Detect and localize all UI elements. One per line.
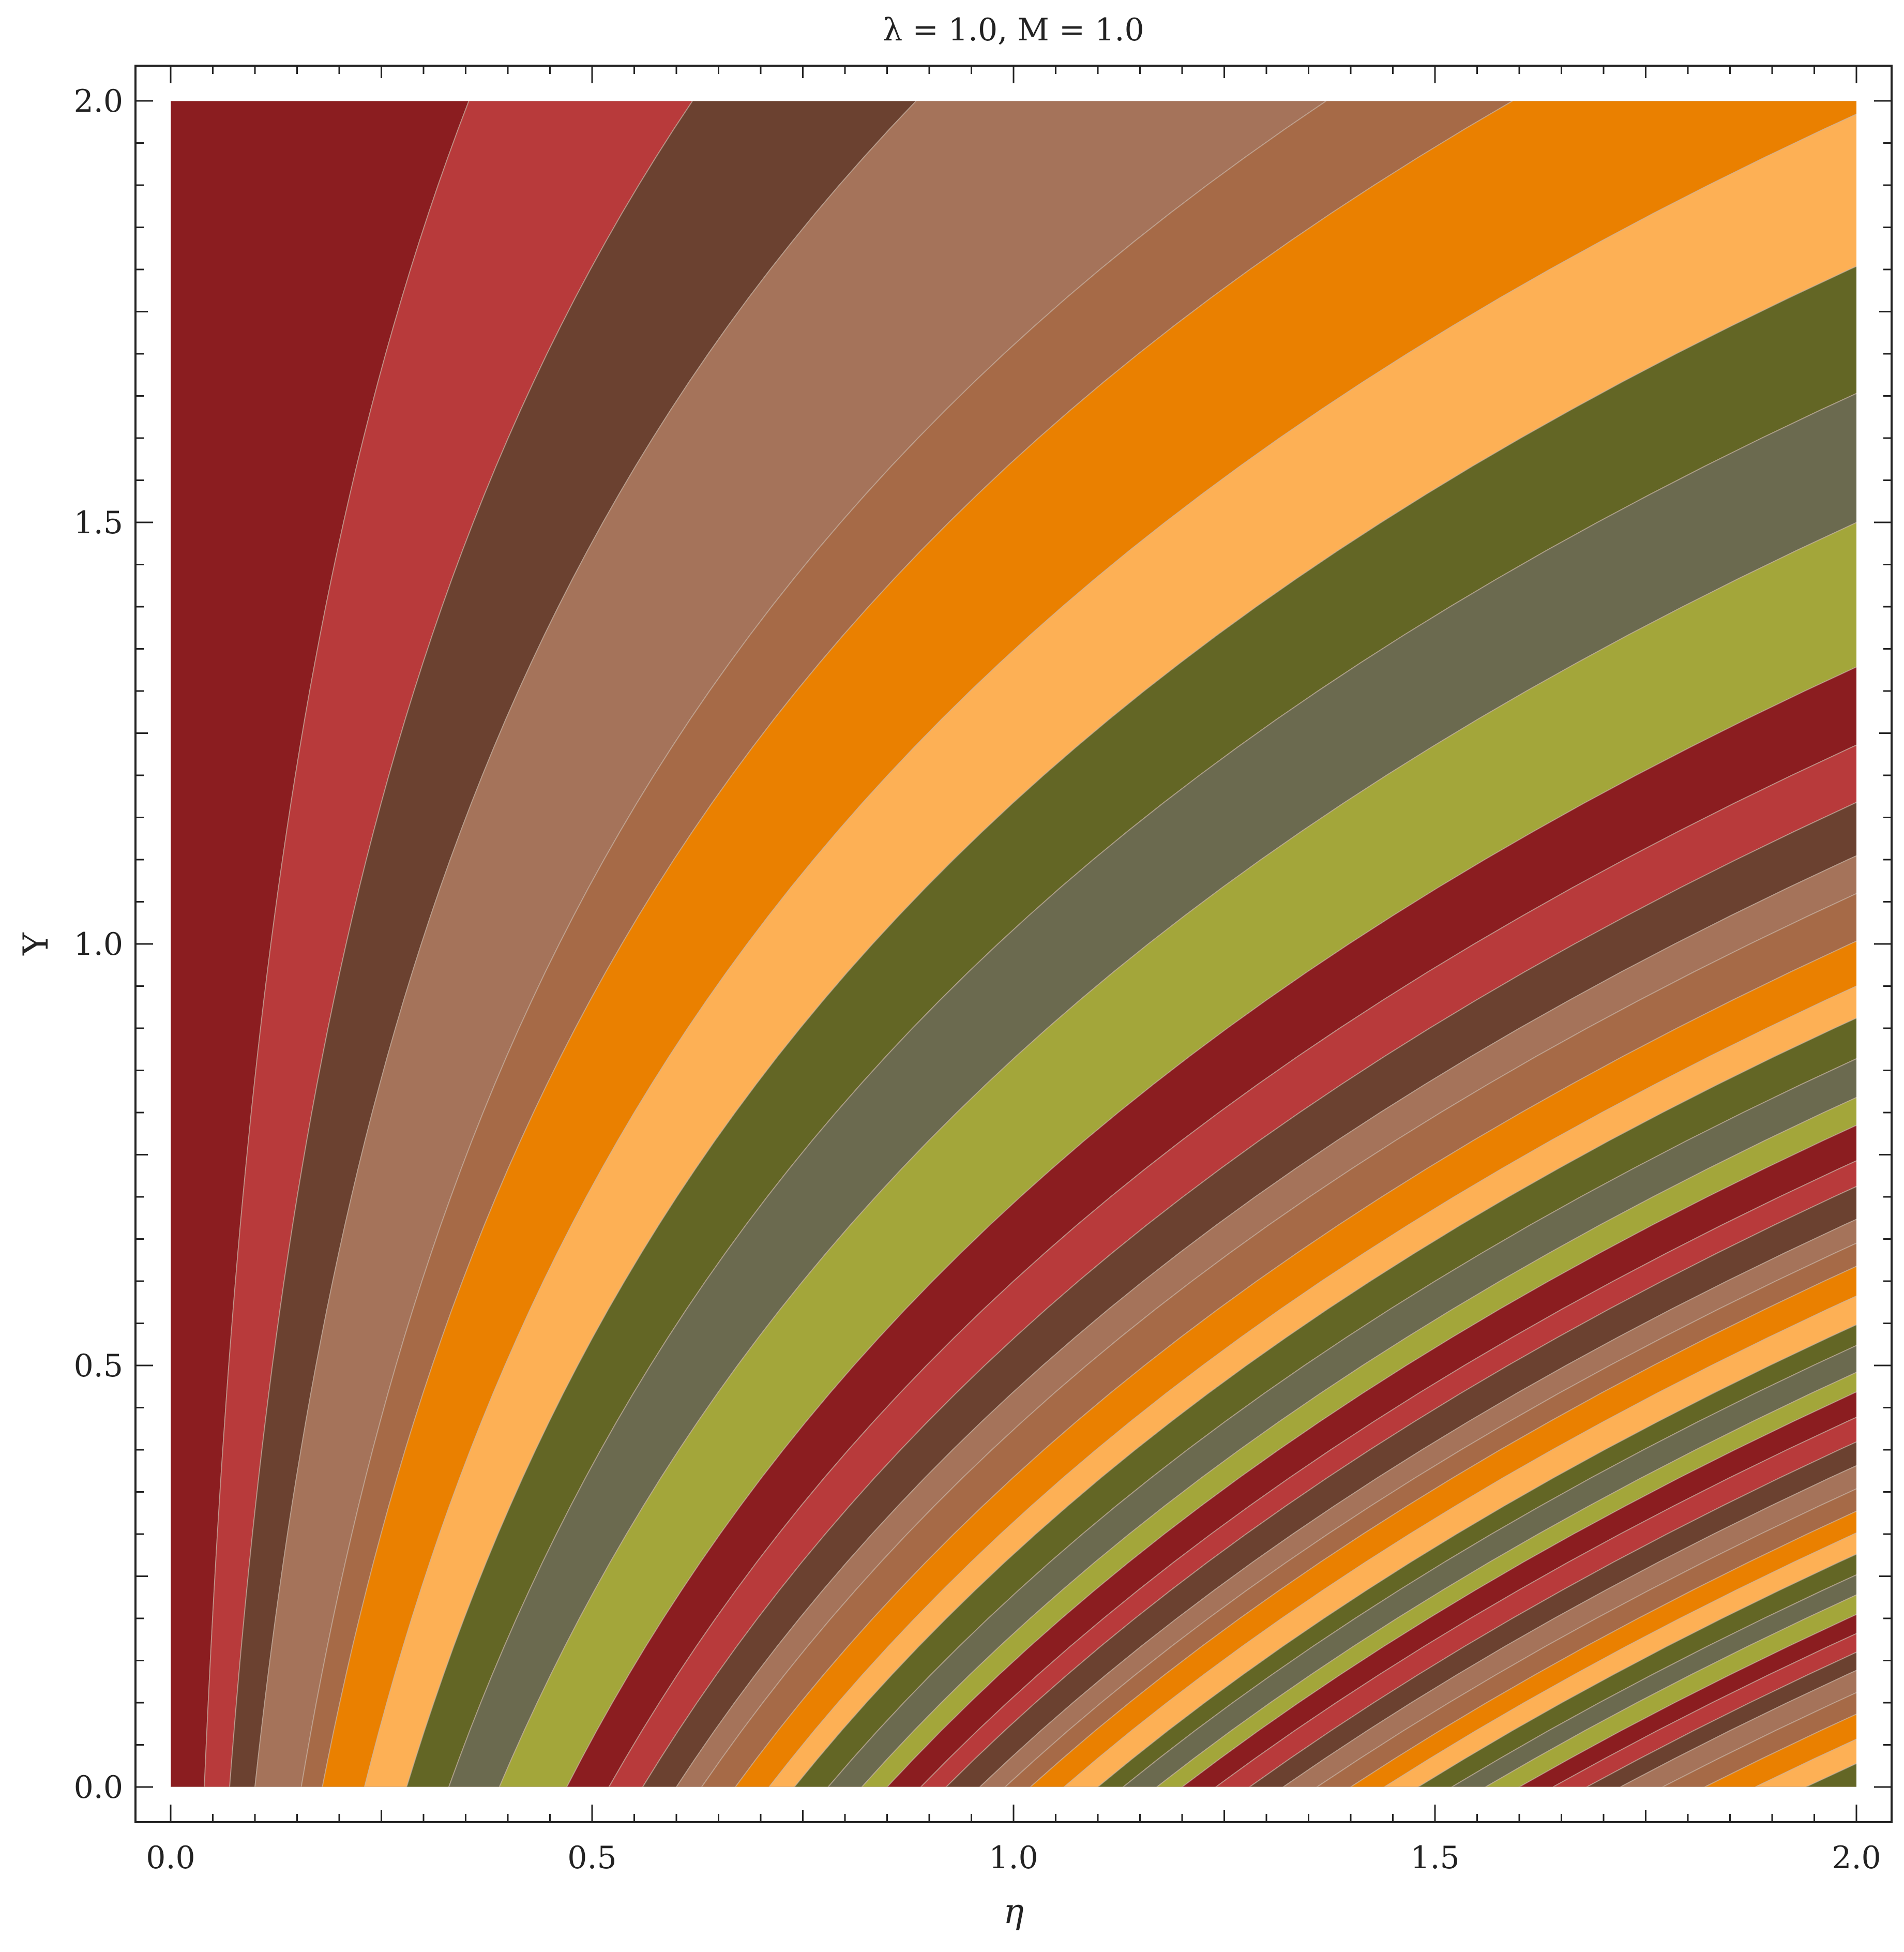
contour-band bbox=[1662, 1692, 1856, 1787]
y-tick-label: 1.5 bbox=[74, 505, 123, 541]
x-tick-label: 2.0 bbox=[1832, 1840, 1881, 1876]
contour-band bbox=[1383, 1532, 1856, 1787]
contour-band bbox=[1248, 1441, 1856, 1787]
x-tick-label: 1.5 bbox=[1410, 1840, 1459, 1876]
y-axis-label: Y bbox=[16, 932, 56, 956]
contour-band bbox=[1704, 1714, 1856, 1787]
contour-band bbox=[1518, 1614, 1856, 1787]
y-tick-label: 0.5 bbox=[74, 1348, 123, 1384]
y-tick-labels: 0.0 0.5 1.0 1.5 2.0 bbox=[74, 83, 123, 1806]
contour-band bbox=[1282, 1465, 1856, 1787]
contour-band bbox=[1350, 1510, 1856, 1787]
contour-band bbox=[1586, 1651, 1856, 1787]
contour-bands bbox=[171, 101, 1856, 1787]
x-axis-label: η bbox=[1003, 1891, 1024, 1931]
x-tick-label: 0.0 bbox=[146, 1840, 195, 1876]
axis-ticks bbox=[135, 66, 1892, 1822]
contour-band bbox=[1450, 1574, 1856, 1787]
contour-band bbox=[1620, 1670, 1856, 1787]
contour-band bbox=[1122, 1345, 1856, 1787]
contour-band bbox=[1484, 1594, 1856, 1787]
x-tick-label: 0.5 bbox=[567, 1840, 616, 1876]
x-tick-labels: 0.0 0.5 1.0 1.5 2.0 bbox=[146, 1840, 1881, 1876]
contour-band bbox=[1215, 1417, 1856, 1787]
y-tick-label: 2.0 bbox=[74, 83, 123, 119]
contour-band bbox=[1552, 1633, 1856, 1787]
contour-band bbox=[1004, 1242, 1856, 1787]
contour-band bbox=[1097, 1324, 1856, 1787]
y-tick-label: 0.0 bbox=[74, 1769, 123, 1806]
contour-band bbox=[1417, 1553, 1856, 1787]
y-tick-label: 1.0 bbox=[74, 926, 123, 963]
contour-band bbox=[1063, 1295, 1856, 1787]
chart-title: λ = 1.0, M = 1.0 bbox=[883, 12, 1144, 48]
x-tick-label: 1.0 bbox=[989, 1840, 1038, 1876]
contour-band bbox=[1805, 1763, 1856, 1787]
contour-band bbox=[1316, 1488, 1856, 1787]
